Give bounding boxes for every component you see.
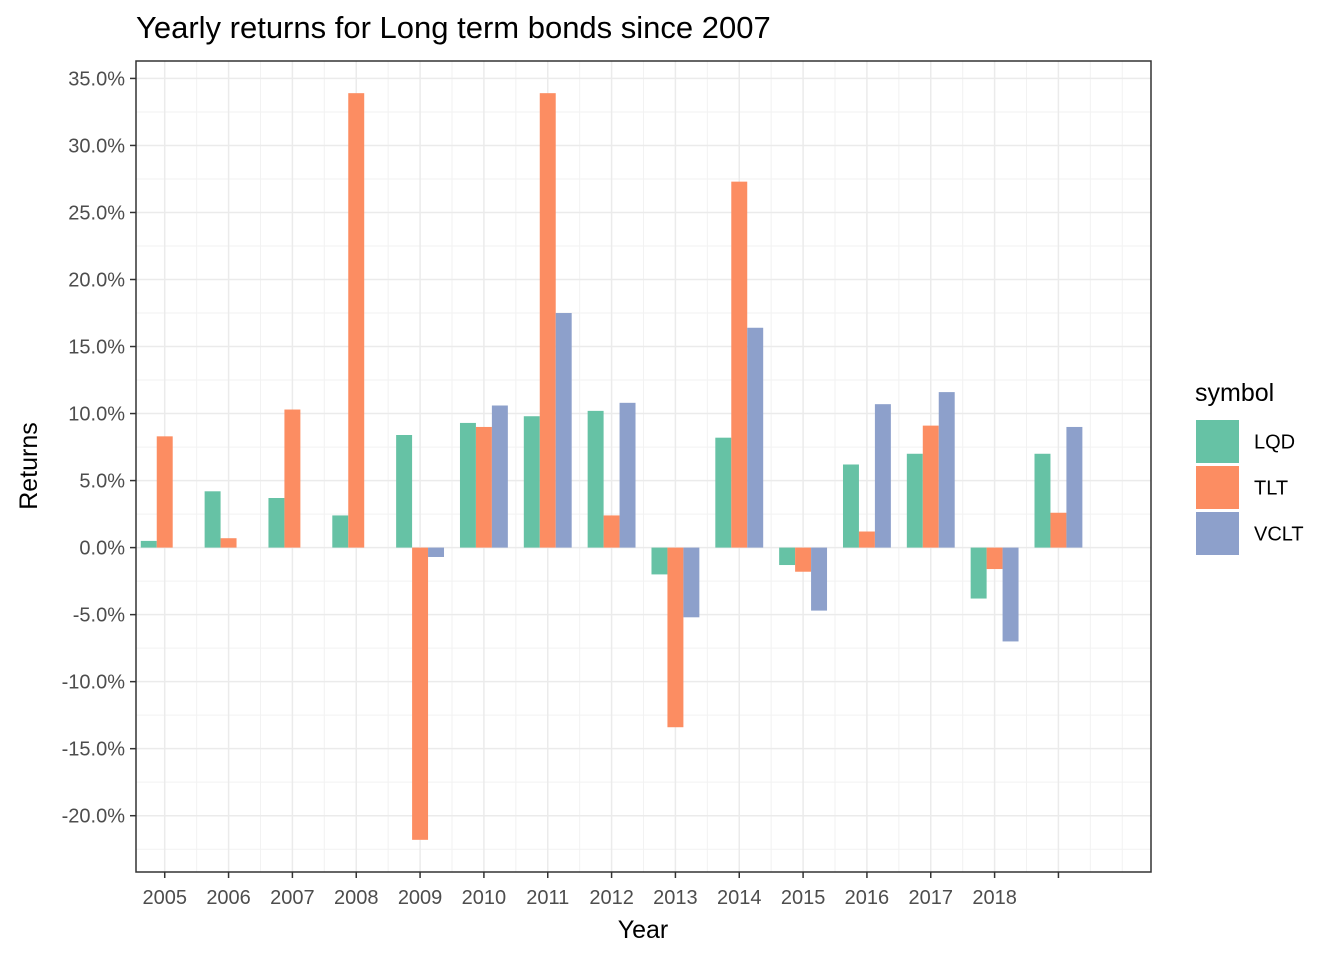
legend-key-tlt bbox=[1196, 466, 1239, 509]
bar-tlt bbox=[603, 515, 620, 548]
bar-lqd bbox=[396, 434, 413, 548]
bar-lqd bbox=[523, 416, 540, 548]
legend-key-lqd bbox=[1196, 420, 1239, 463]
x-tick-label: 2017 bbox=[909, 887, 954, 909]
x-tick-label: 2011 bbox=[526, 887, 569, 909]
y-tick-label: 0.0% bbox=[79, 538, 125, 560]
legend-label-tlt: TLT bbox=[1254, 478, 1288, 500]
bar-vclt bbox=[874, 404, 891, 548]
bar-tlt bbox=[795, 547, 812, 572]
panel-border bbox=[135, 60, 1152, 873]
panel-frame bbox=[135, 60, 1152, 873]
legend-title: symbol bbox=[1195, 379, 1274, 407]
bar-tlt bbox=[731, 181, 748, 548]
legend: symbol LQD TLT VCLT bbox=[1195, 379, 1304, 555]
bar-lqd bbox=[587, 410, 604, 548]
y-tick-label: 35.0% bbox=[68, 68, 125, 90]
x-tick-label: 2010 bbox=[462, 887, 507, 909]
bar-vclt bbox=[747, 327, 764, 548]
x-tick-label: 2016 bbox=[845, 887, 890, 909]
bar-lqd bbox=[268, 498, 285, 548]
x-tick-label: 2013 bbox=[653, 887, 698, 909]
bar-tlt bbox=[412, 547, 429, 840]
bar-tlt bbox=[348, 93, 365, 548]
bar-lqd bbox=[459, 422, 476, 548]
y-tick-label: 25.0% bbox=[68, 202, 125, 224]
x-tick-label: 2009 bbox=[398, 887, 443, 909]
x-axis-title: Year bbox=[618, 916, 669, 944]
y-tick-label: 15.0% bbox=[68, 337, 125, 359]
bar-tlt bbox=[922, 425, 939, 548]
y-axis: -20.0% -15.0% -10.0% -5.0% 0.0% 5.0% 10.0% 15.0… bbox=[62, 68, 136, 828]
bar-lqd bbox=[779, 547, 796, 566]
bar-lqd bbox=[204, 491, 221, 548]
x-tick-label: 2005 bbox=[142, 887, 187, 909]
bar-lqd bbox=[1034, 453, 1051, 548]
x-tick-label: 2018 bbox=[972, 887, 1017, 909]
y-tick-label: -10.0% bbox=[62, 672, 126, 694]
bar-vclt bbox=[1002, 547, 1019, 642]
y-axis-title: Returns bbox=[15, 422, 43, 510]
y-tick-label: 10.0% bbox=[68, 404, 125, 426]
x-tick-label: 2007 bbox=[270, 887, 315, 909]
x-tick-label: 2014 bbox=[717, 887, 762, 909]
x-tick-label: 2006 bbox=[206, 887, 251, 909]
bar-vclt bbox=[555, 313, 572, 548]
bar-vclt bbox=[1066, 426, 1083, 548]
bar-lqd bbox=[651, 547, 668, 575]
legend-key-vclt bbox=[1196, 512, 1239, 555]
bar-vclt bbox=[619, 402, 636, 548]
bar-lqd bbox=[842, 464, 859, 548]
bar-vclt bbox=[938, 392, 955, 548]
bar-tlt bbox=[986, 547, 1003, 570]
y-tick-label: -20.0% bbox=[62, 806, 126, 828]
bar-lqd bbox=[906, 453, 923, 548]
bar-tlt bbox=[284, 409, 301, 548]
bar-vclt bbox=[811, 547, 828, 611]
bars bbox=[140, 93, 1083, 840]
bar-tlt bbox=[1050, 512, 1067, 548]
bar-vclt bbox=[491, 405, 508, 548]
x-tick-label: 2008 bbox=[334, 887, 379, 909]
legend-label-lqd: LQD bbox=[1254, 432, 1295, 454]
y-tick-label: 5.0% bbox=[79, 471, 125, 493]
bar-tlt bbox=[667, 547, 684, 728]
x-tick-label: 2015 bbox=[781, 887, 826, 909]
bar-vclt bbox=[428, 547, 445, 557]
chart-title: Yearly returns for Long term bonds since… bbox=[136, 10, 771, 45]
legend-label-vclt: VCLT bbox=[1254, 524, 1304, 546]
bar-tlt bbox=[156, 436, 173, 548]
y-tick-label: -15.0% bbox=[62, 739, 126, 761]
bar-lqd bbox=[970, 547, 987, 599]
bar-tlt bbox=[475, 426, 492, 548]
bar-tlt bbox=[539, 93, 556, 548]
bar-lqd bbox=[332, 515, 349, 548]
bar-lqd bbox=[715, 437, 732, 548]
x-tick-label: 2012 bbox=[589, 887, 634, 909]
y-tick-label: 20.0% bbox=[68, 270, 125, 292]
x-axis: 2005 2006 2007 2008 2009 2010 2011 2012 2013 2014… bbox=[142, 872, 1060, 909]
bar-tlt bbox=[220, 538, 237, 548]
y-tick-label: -5.0% bbox=[73, 605, 125, 627]
bar-vclt bbox=[683, 547, 700, 618]
bar-tlt bbox=[858, 531, 875, 548]
y-tick-label: 30.0% bbox=[68, 135, 125, 157]
bar-lqd bbox=[140, 540, 157, 548]
